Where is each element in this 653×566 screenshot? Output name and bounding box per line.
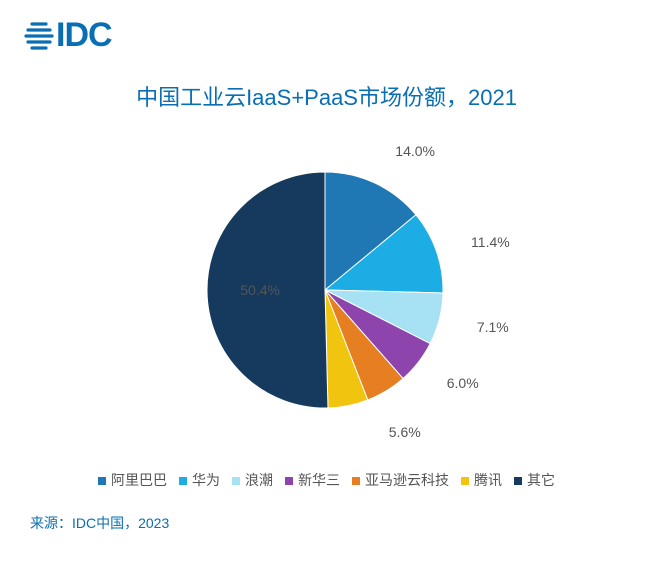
legend-label: 阿里巴巴	[111, 472, 167, 488]
legend-item: 浪潮	[232, 470, 273, 490]
legend-swatch	[179, 477, 187, 485]
legend-label: 浪潮	[245, 472, 273, 488]
chart-title: 中国工业云IaaS+PaaS市场份额，2021	[0, 80, 653, 112]
slice-label: 11.4%	[471, 234, 510, 250]
slice-label: 7.1%	[477, 319, 509, 335]
legend-swatch	[285, 477, 293, 485]
legend-swatch	[514, 477, 522, 485]
source-text: 来源：IDC中国，2023	[30, 513, 169, 533]
legend: 阿里巴巴 华为 浪潮 新华三 亚马逊云科技 腾讯 其它	[0, 470, 653, 490]
legend-item: 亚马逊云科技	[352, 470, 449, 490]
slice-label: 50.4%	[240, 282, 280, 298]
idc-logo: IDC	[24, 16, 112, 55]
legend-label: 华为	[192, 472, 220, 488]
legend-swatch	[352, 477, 360, 485]
legend-item: 阿里巴巴	[98, 470, 167, 490]
pie-chart: 14.0%11.4%7.1%6.0%5.6%5.5%50.4%	[130, 135, 520, 445]
logo-text: IDC	[56, 16, 112, 55]
legend-label: 亚马逊云科技	[365, 472, 449, 488]
legend-label: 新华三	[298, 472, 340, 488]
slice-label: 6.0%	[447, 375, 479, 391]
legend-item: 华为	[179, 470, 220, 490]
legend-swatch	[98, 477, 106, 485]
legend-item: 新华三	[285, 470, 340, 490]
legend-label: 腾讯	[474, 472, 502, 488]
slice-label: 5.6%	[389, 424, 421, 440]
legend-item: 腾讯	[461, 470, 502, 490]
idc-globe-icon	[24, 21, 54, 51]
legend-swatch	[461, 477, 469, 485]
legend-label: 其它	[527, 472, 555, 488]
legend-item: 其它	[514, 470, 555, 490]
slice-label: 14.0%	[395, 143, 435, 159]
legend-swatch	[232, 477, 240, 485]
